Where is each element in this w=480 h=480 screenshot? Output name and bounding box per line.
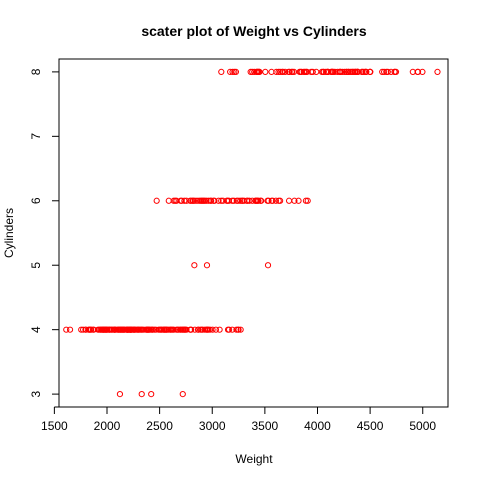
data-point <box>218 68 225 75</box>
data-point <box>232 68 240 75</box>
plot-frame <box>58 58 449 408</box>
y-tick-label: 3 <box>29 390 43 397</box>
data-point <box>66 326 74 333</box>
data-point <box>208 197 215 204</box>
data-point <box>434 68 441 75</box>
data-point <box>286 68 293 75</box>
data-point <box>302 197 310 204</box>
y-tick-label: 8 <box>29 68 43 75</box>
data-point <box>269 197 276 204</box>
x-tick-label: 2000 <box>94 419 121 433</box>
data-point <box>264 262 272 269</box>
data-point <box>229 326 236 333</box>
data-point <box>235 326 242 333</box>
data-point <box>277 197 284 204</box>
data-point <box>367 68 374 75</box>
data-point <box>282 68 289 75</box>
data-point <box>170 326 177 333</box>
x-axis: 1500 2000 2500 3000 3500 4000 4500 5000 <box>41 406 436 433</box>
data-point <box>179 391 186 398</box>
data-point <box>237 326 244 333</box>
x-axis-label: Weight <box>235 452 273 466</box>
data-point <box>212 326 220 333</box>
data-point <box>313 68 320 75</box>
data-point <box>234 197 242 204</box>
data-point <box>203 262 211 269</box>
data-point <box>273 68 280 75</box>
data-point <box>88 326 95 333</box>
data-point <box>384 68 391 75</box>
data-point <box>188 326 195 333</box>
x-tick-label: 4000 <box>304 419 331 433</box>
x-tick-label: 4500 <box>357 419 384 433</box>
data-point <box>295 197 302 204</box>
data-point <box>303 68 311 75</box>
data-point <box>216 326 223 333</box>
data-point <box>148 391 155 398</box>
data-points <box>63 68 441 398</box>
x-tick-label: 2500 <box>146 419 173 433</box>
data-point <box>219 197 227 204</box>
data-point <box>262 68 269 75</box>
data-point <box>191 197 198 204</box>
y-tick-label: 6 <box>29 197 43 204</box>
data-point <box>392 68 400 75</box>
data-point <box>419 68 426 75</box>
data-point <box>116 391 124 398</box>
data-point <box>255 197 262 204</box>
y-axis: 3 4 5 6 7 8 <box>29 68 60 397</box>
data-point <box>206 326 214 333</box>
data-point <box>191 326 198 333</box>
data-point <box>285 197 293 204</box>
y-axis-label: Cylinders <box>2 208 16 258</box>
data-point <box>215 197 222 204</box>
data-point <box>381 68 388 75</box>
y-tick-label: 5 <box>29 262 43 269</box>
data-point <box>339 68 346 75</box>
data-point <box>414 68 422 75</box>
data-point <box>211 197 218 204</box>
x-tick-label: 3500 <box>252 419 279 433</box>
x-tick-label: 1500 <box>41 419 68 433</box>
data-point <box>229 68 236 75</box>
data-point <box>209 326 216 333</box>
data-point <box>63 326 70 333</box>
data-point <box>191 262 198 269</box>
data-point <box>165 197 172 204</box>
data-point <box>237 197 244 204</box>
data-point <box>138 391 145 398</box>
y-tick-label: 7 <box>29 133 43 140</box>
data-point <box>320 68 327 75</box>
data-point <box>304 197 311 204</box>
data-point <box>291 197 298 204</box>
x-tick-label: 5000 <box>409 419 436 433</box>
data-point <box>225 326 233 333</box>
data-point <box>153 197 160 204</box>
x-tick-label: 3000 <box>199 419 226 433</box>
data-point <box>227 68 234 75</box>
data-point <box>354 68 362 75</box>
data-point <box>246 197 253 204</box>
chart-title: scater plot of Weight vs Cylinders <box>141 23 367 39</box>
data-point <box>265 197 272 204</box>
data-point <box>272 197 280 204</box>
data-point <box>258 197 265 204</box>
y-tick-label: 4 <box>29 326 43 333</box>
data-point <box>230 197 237 204</box>
data-point <box>341 68 348 75</box>
data-point <box>363 68 370 75</box>
data-point <box>256 68 263 75</box>
data-point <box>181 197 188 204</box>
data-point <box>309 68 316 75</box>
data-point <box>195 326 202 333</box>
